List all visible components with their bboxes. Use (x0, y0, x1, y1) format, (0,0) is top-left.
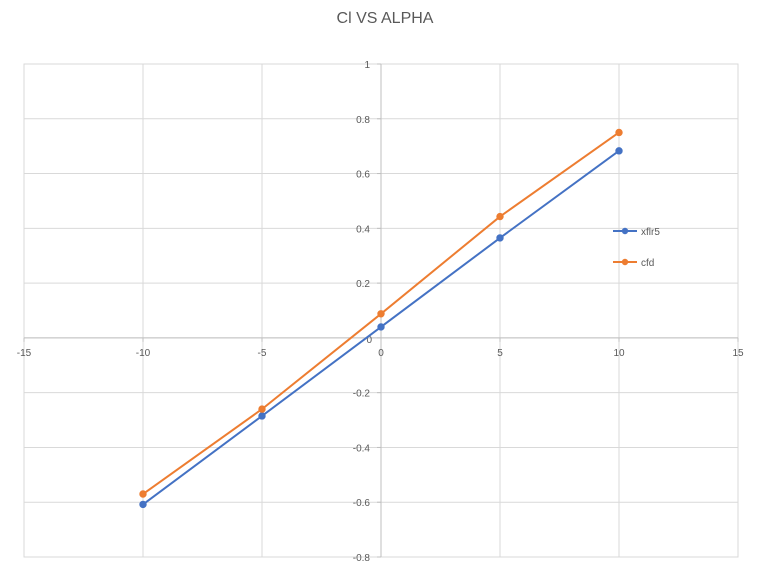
legend-label: xflr5 (641, 227, 660, 238)
y-tick-label: 0.6 (356, 170, 370, 181)
x-tick-label: 15 (732, 348, 744, 359)
y-tick-labels: -0.8 -0.6 -0.4 -0.2 0 0.2 0.4 0.6 0.8 1 (353, 60, 373, 564)
y-tick-label: 0 (366, 335, 372, 346)
x-tick-label: -10 (136, 348, 151, 359)
data-point (496, 234, 504, 242)
y-tick-label: 0.4 (356, 224, 370, 235)
legend: xflr5 cfd (613, 227, 660, 269)
data-point (615, 128, 623, 137)
legend-label: cfd (641, 258, 654, 269)
chart-title: Cl VS ALPHA (337, 10, 434, 27)
series-cfd (139, 128, 623, 498)
data-point (615, 147, 623, 155)
x-tick-label: -5 (258, 348, 267, 359)
x-tick-label: 0 (378, 348, 384, 359)
legend-item: xflr5 (613, 227, 660, 238)
y-tick-label: 0.8 (356, 115, 370, 126)
y-tick-label: -0.8 (353, 553, 371, 564)
data-point (496, 212, 504, 221)
y-tick-label: 0.2 (356, 279, 370, 290)
legend-marker (621, 258, 629, 266)
x-tick-labels: -15 -10 -5 0 5 10 15 (17, 348, 744, 359)
data-point (258, 405, 266, 413)
series-group (139, 128, 623, 509)
y-tick-label: 1 (364, 60, 370, 71)
x-tick-label: -15 (17, 348, 32, 359)
x-tick-label: 10 (613, 348, 625, 359)
data-point (377, 310, 385, 318)
data-point (139, 490, 147, 498)
y-tick-label: -0.6 (353, 498, 371, 509)
data-point (258, 412, 266, 420)
data-point (377, 323, 385, 331)
series-xflr5 (139, 147, 623, 509)
y-tick-label: -0.4 (353, 443, 371, 454)
y-tick-label: -0.2 (353, 389, 371, 400)
legend-item: cfd (613, 258, 654, 269)
data-point (139, 500, 147, 509)
legend-marker (621, 227, 629, 235)
x-tick-label: 5 (497, 348, 503, 359)
